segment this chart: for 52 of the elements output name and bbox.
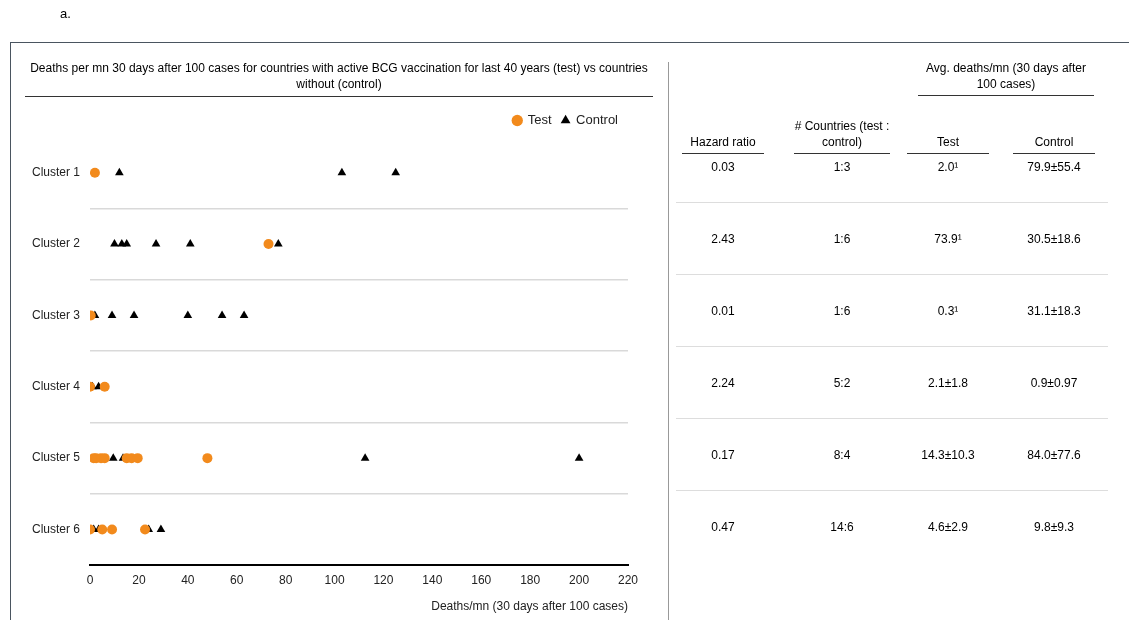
x-tick-label: 180 [520,572,541,587]
y-tick-label: Cluster 3 [31,307,81,322]
text: 4.6±2.9 [928,520,968,534]
x-tick-label: 40 [181,572,195,587]
x-tick-label: 0 [86,572,94,587]
x-tick-label: 140 [422,572,443,587]
x-tick-label: 100 [324,572,345,587]
y-tick-label: Cluster 2 [31,236,81,251]
x-tick-label: 60 [230,572,244,587]
text: 30.5±18.6 [1027,232,1081,246]
x-tick-label: 120 [373,572,394,587]
text: 2.24 [711,376,735,390]
text: 73.9¹ [934,232,962,246]
legend-label: Test [527,112,552,128]
x-tick-label: 20 [132,572,146,587]
category-label: Control [1013,134,1095,154]
text: 1:6 [833,304,851,318]
text: 2.0¹ [937,160,959,174]
text: 14:6 [830,520,854,534]
legend-label: Control [576,112,619,128]
y-tick-label: Cluster 1 [31,165,81,179]
text: 0.47 [711,520,735,534]
x-tick-label: 160 [471,572,492,587]
text: 14.3±10.3 [921,448,975,462]
text: 1:3 [833,160,851,174]
text: 1:6 [833,232,851,246]
text: 8:4 [833,448,851,462]
text: 2.43 [711,232,735,246]
category-label: # Countries (test : control) [794,118,890,154]
category-label: Hazard ratio [682,134,764,154]
y-tick-label: Cluster 6 [31,521,81,536]
category-label: Test [907,134,989,154]
text: 0.9±0.97 [1030,376,1078,390]
text: 0.3¹ [937,304,959,318]
text: 0.01 [711,304,735,318]
text: Avg. deaths/mn (30 days after 100 cases) [918,60,1094,96]
chart-title: Deaths per mn 30 days after 100 cases for countries with active BCG vaccination for last 40 years (test) vs countries without (control) [25,60,653,97]
text: 84.0±77.6 [1027,448,1081,462]
text: 5:2 [833,376,851,390]
y-tick-label: Cluster 4 [31,379,81,394]
x-tick-label: 80 [278,572,293,587]
y-tick-label: Cluster 5 [31,450,81,465]
text: 2.1±1.8 [928,376,968,390]
text: 0.17 [711,448,735,462]
text: 9.8±9.3 [1034,520,1074,534]
x-tick-label: 220 [617,572,639,587]
x-tick-label: 200 [569,572,590,587]
text: a. [60,6,71,21]
x-axis-title: Deaths/mn (30 days after 100 cases) [431,599,628,614]
text: 79.9±55.4 [1027,160,1081,174]
text: 0.03 [711,160,735,174]
text: 31.1±18.3 [1027,304,1081,318]
